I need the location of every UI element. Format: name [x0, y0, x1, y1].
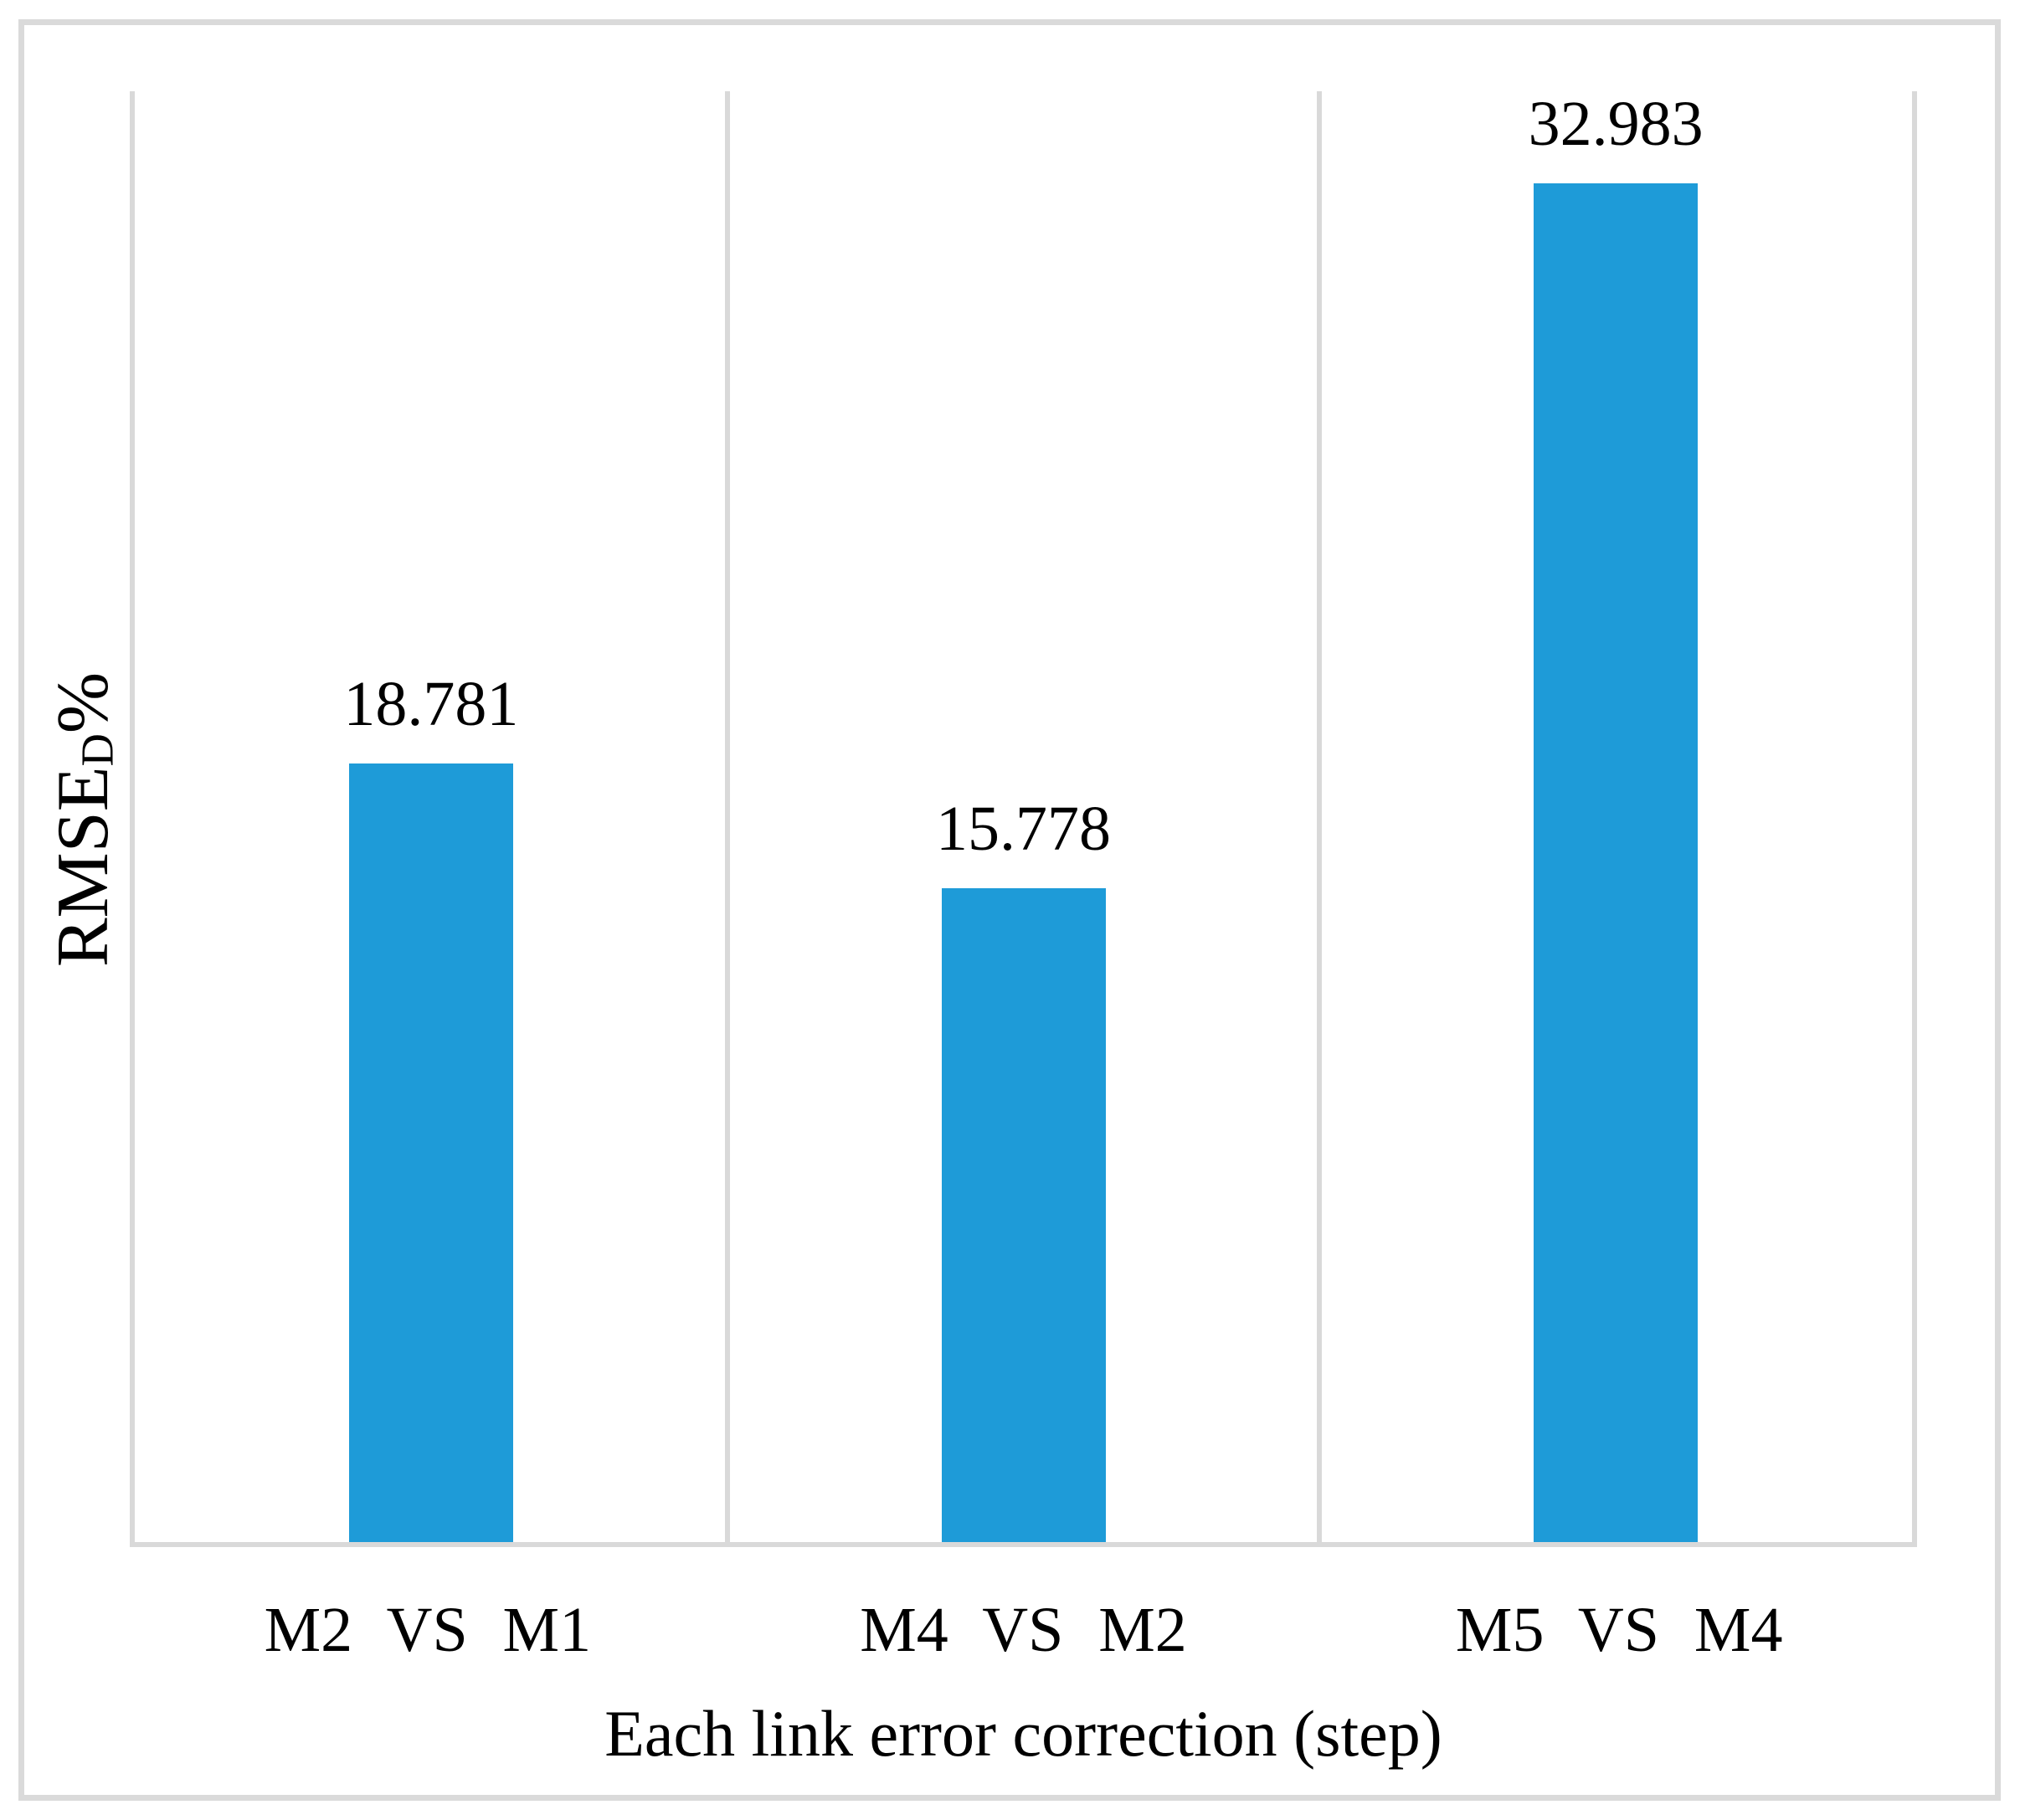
category-label: M2 VS M1 — [264, 1595, 592, 1665]
bar-value-label: 18.781 — [343, 669, 519, 740]
y-axis-title: RMSED% — [43, 672, 124, 967]
y-axis-title-text: RMSE — [42, 766, 124, 968]
bar-value-label: 32.983 — [1528, 89, 1704, 159]
bar-panels: 18.781 15.778 32.983 — [135, 89, 1912, 1542]
figure-border — [18, 19, 2001, 1801]
bar — [348, 763, 513, 1542]
y-axis-title-unit: % — [42, 671, 124, 734]
x-axis-category-labels: M2 VS M1 M4 VS M2 M5 VS M4 — [130, 1547, 1917, 1666]
panel-gridline-1 — [724, 91, 730, 1542]
y-axis-title-subscript: D — [71, 733, 123, 767]
panel-gridline-2 — [1317, 91, 1323, 1542]
bar-value-label: 15.778 — [936, 793, 1111, 864]
category-label: M5 VS M4 — [1455, 1595, 1783, 1665]
bar-group-2: 15.778 — [727, 91, 1320, 1542]
plot-area: 18.781 15.778 32.983 — [130, 89, 1917, 1547]
category-label: M4 VS M2 — [860, 1595, 1187, 1665]
x-axis-title: Each link error correction (step) — [604, 1697, 1442, 1770]
bar — [941, 887, 1106, 1542]
bar — [1534, 183, 1699, 1542]
bar-group-3: 32.983 — [1319, 89, 1912, 1542]
bar-group-1: 18.781 — [135, 91, 727, 1542]
